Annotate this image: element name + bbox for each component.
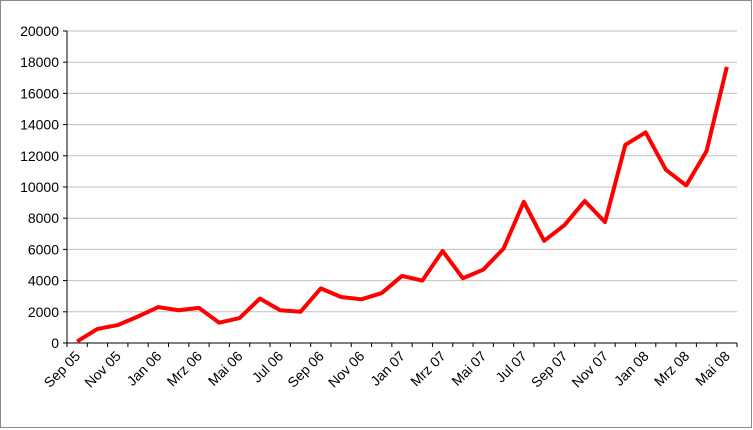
y-tick-label: 16000 <box>20 85 59 101</box>
y-tick-label: 4000 <box>28 273 59 289</box>
y-tick-label: 8000 <box>28 210 59 226</box>
y-tick-label: 0 <box>51 335 59 351</box>
y-tick-label: 12000 <box>20 148 59 164</box>
y-tick-label: 6000 <box>28 241 59 257</box>
y-tick-label: 14000 <box>20 117 59 133</box>
y-tick-label: 2000 <box>28 304 59 320</box>
line-series <box>76 66 729 344</box>
y-tick-label: 20000 <box>20 23 59 39</box>
y-tick-label: 18000 <box>20 54 59 70</box>
y-tick-label: 10000 <box>20 179 59 195</box>
